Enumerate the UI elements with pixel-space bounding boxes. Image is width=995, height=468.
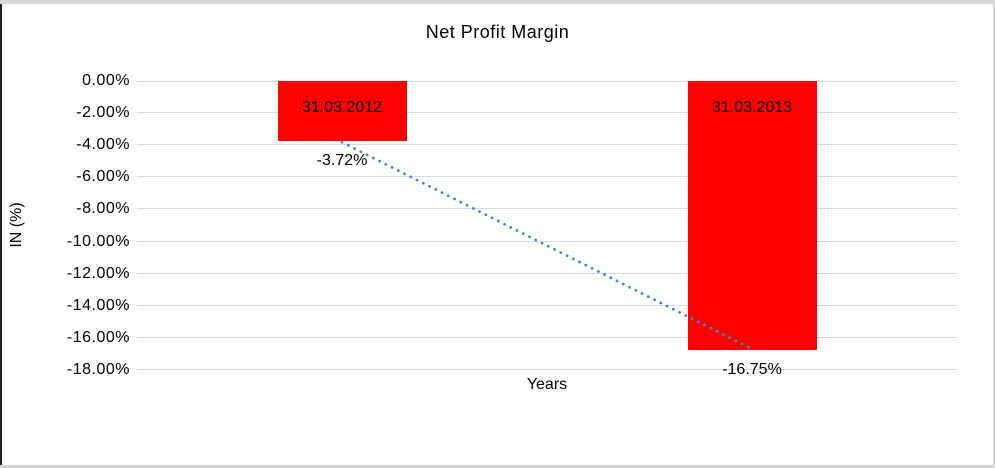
bar-data-label: -16.75% xyxy=(722,361,782,378)
frame-bottom-border xyxy=(0,465,995,468)
y-tick-label: -8.00% xyxy=(76,200,130,217)
trendline xyxy=(340,140,754,351)
gridline xyxy=(137,208,957,209)
gridline xyxy=(137,176,957,177)
y-axis-tick-labels: 0.00% -2.00% -4.00% -6.00% -8.00% -10.00% -12.… xyxy=(20,72,130,378)
y-tick-label: -12.00% xyxy=(66,265,130,282)
y-tick-label: -10.00% xyxy=(66,233,130,250)
plot-area: 31.03.2012 -3.72% 31.03.2013 -16.75% xyxy=(137,81,957,378)
bar[interactable]: 31.03.2012 xyxy=(277,81,407,141)
gridline xyxy=(137,112,957,113)
y-tick-label: -2.00% xyxy=(76,104,130,121)
frame-right-border xyxy=(993,4,995,465)
bar-category-label: 31.03.2013 xyxy=(711,99,793,116)
y-tick-label: -16.00% xyxy=(66,329,130,346)
x-axis-title: Years xyxy=(526,376,568,393)
gridline xyxy=(137,337,957,338)
y-tick-label: -4.00% xyxy=(76,136,130,153)
gridline xyxy=(137,273,957,274)
frame-top-border xyxy=(0,0,995,4)
gridline xyxy=(137,81,957,82)
chart-title: Net Profit Margin xyxy=(425,22,570,42)
y-tick-label: -14.00% xyxy=(66,297,130,314)
bar[interactable]: 31.03.2013 xyxy=(687,81,817,350)
bar-data-label: -3.72% xyxy=(316,152,368,169)
gridline xyxy=(137,144,957,145)
frame-left-border xyxy=(0,4,2,465)
gridline xyxy=(137,305,957,306)
y-tick-label: -18.00% xyxy=(66,361,130,378)
y-tick-label: 0.00% xyxy=(82,72,130,89)
bar-category-label: 31.03.2012 xyxy=(301,99,383,116)
gridline xyxy=(137,369,957,370)
gridline xyxy=(137,241,957,242)
y-tick-label: -6.00% xyxy=(76,168,130,185)
